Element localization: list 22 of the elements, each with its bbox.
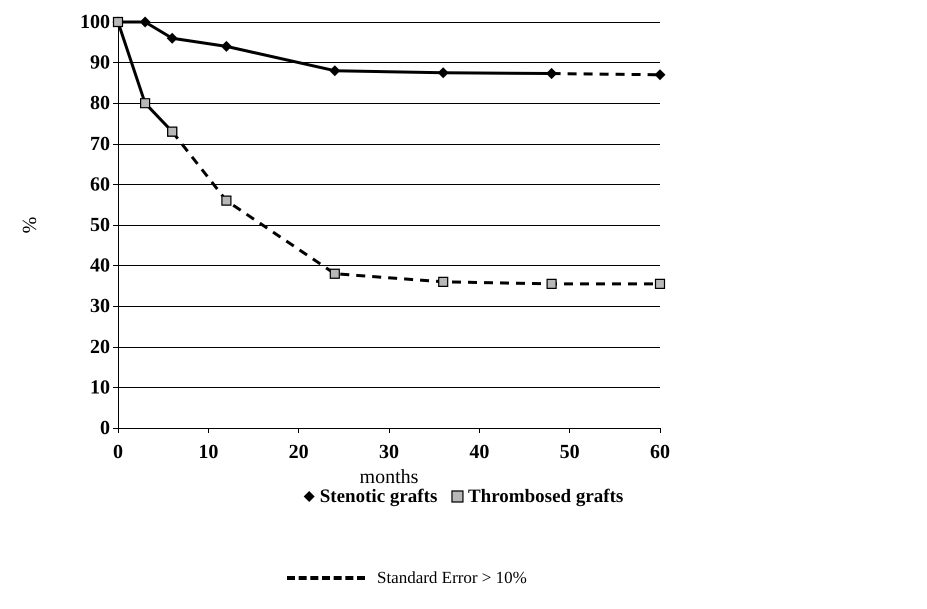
y-tick-label: 60 (90, 173, 110, 196)
y-tick-label: 30 (90, 295, 110, 318)
y-tick-label: 0 (100, 417, 110, 439)
y-tick-label: 10 (90, 376, 110, 398)
text: Standard Error > 10% (377, 568, 527, 588)
y-tick-label: 20 (90, 336, 110, 358)
y-tick-label: 40 (90, 254, 110, 277)
y-tick-label: 80 (90, 92, 110, 114)
x-tick-label: 20 (288, 441, 309, 463)
legend-label: Thrombosed grafts (468, 486, 624, 507)
y-tick-label: 90 (90, 52, 110, 74)
x-tick-label: 40 (469, 441, 490, 463)
x-tick-label: 50 (560, 441, 580, 463)
y-tick-label: 50 (90, 214, 110, 236)
y-tick-label: 100 (80, 11, 110, 33)
x-tick-label: 60 (650, 441, 670, 463)
x-axis-title: months (360, 466, 419, 488)
x-tick-label: 10 (198, 441, 218, 463)
x-tick-label: 30 (379, 441, 399, 463)
y-tick-label: 70 (90, 132, 110, 155)
legend-label: Stenotic grafts (320, 486, 438, 507)
y-axis-title: % (19, 216, 41, 234)
